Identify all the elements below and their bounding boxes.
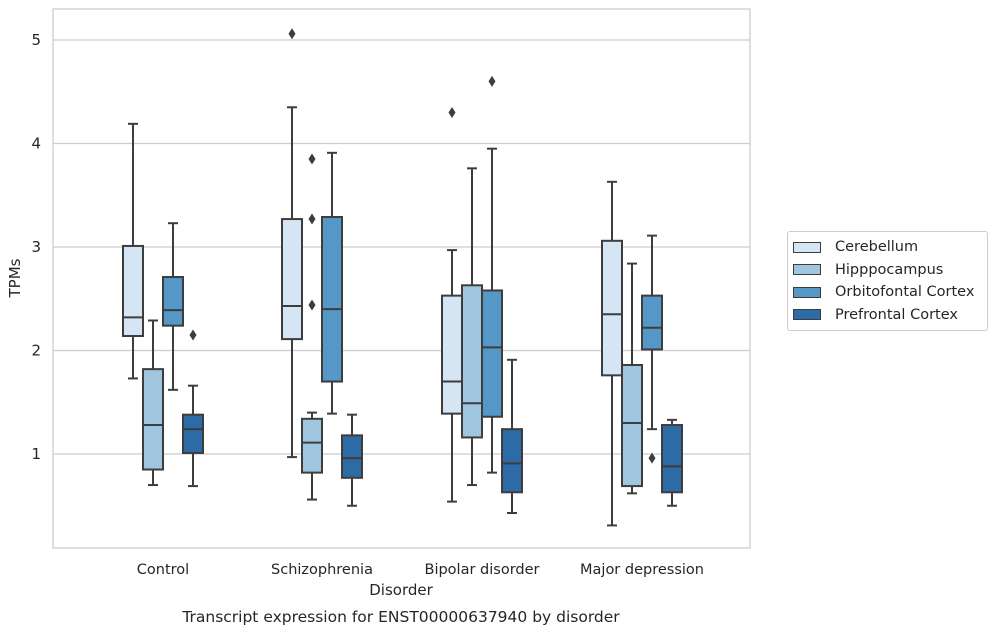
- chart-title: Transcript expression for ENST0000063794…: [181, 608, 620, 626]
- outlier-point: [288, 28, 296, 40]
- box-plot: [501, 358, 523, 514]
- box-plot: [142, 319, 164, 487]
- legend-swatch: [793, 309, 821, 321]
- plot-area-frame: [52, 8, 751, 549]
- box: [481, 289, 503, 418]
- box: [321, 215, 343, 383]
- x-tick-label: Major depression: [580, 562, 704, 578]
- box-plot: [162, 222, 184, 391]
- outlier-point: [308, 213, 316, 225]
- box: [661, 424, 683, 494]
- legend-label: Hipppocampus: [835, 261, 944, 278]
- x-tick-label: Bipolar disorder: [425, 562, 540, 578]
- legend-swatch: [793, 286, 821, 298]
- x-tick-label: Schizophrenia: [271, 562, 373, 578]
- box-plot: [281, 28, 303, 459]
- box: [601, 239, 623, 377]
- box: [301, 417, 323, 474]
- y-tick-label: 4: [31, 135, 41, 153]
- boxes: [122, 28, 683, 527]
- outlier-point: [308, 299, 316, 311]
- legend: Cerebellum Hipppocampus Orbitofontal Corte…: [787, 231, 988, 331]
- box-plot: [341, 413, 363, 507]
- legend-item: Prefrontal Cortex: [788, 304, 987, 327]
- box: [441, 294, 463, 415]
- box: [501, 428, 523, 494]
- y-tick-label: 5: [31, 31, 41, 49]
- x-tick-label: Control: [137, 562, 189, 578]
- box: [461, 284, 483, 439]
- outlier-point: [648, 452, 656, 464]
- legend-label: Prefrontal Cortex: [835, 306, 958, 323]
- box-plot: [601, 180, 623, 527]
- box: [641, 294, 663, 351]
- x-tick-labels: Control Schizophrenia Bipolar disorder Majo…: [137, 562, 704, 578]
- legend-label: Cerebellum: [835, 239, 919, 256]
- x-axis-label: Disorder: [369, 581, 433, 599]
- y-tick-label: 3: [31, 238, 41, 256]
- y-tick-label: 1: [31, 445, 41, 463]
- legend-item: Orbitofontal Cortex: [788, 281, 987, 304]
- box: [621, 363, 643, 488]
- outlier-point: [488, 75, 496, 87]
- legend-swatch: [793, 264, 821, 276]
- outlier-point: [189, 329, 197, 341]
- y-tick-label: 2: [31, 342, 41, 360]
- box-plot: [461, 167, 483, 487]
- y-tick-labels: 1 2 3 4 5: [31, 31, 41, 463]
- box-plot: [661, 418, 683, 507]
- box-plot: [182, 329, 204, 488]
- box-plot: [301, 153, 323, 501]
- y-axis-label: TPMs: [6, 258, 24, 298]
- box: [281, 218, 303, 341]
- box: [182, 413, 204, 454]
- box: [142, 368, 164, 471]
- box-plot: [441, 106, 463, 503]
- box: [162, 276, 184, 327]
- box-plot: [481, 75, 503, 474]
- legend-item: Cerebellum: [788, 236, 987, 259]
- legend-item: Hipppocampus: [788, 259, 987, 282]
- box-plot: [641, 234, 663, 464]
- box: [341, 434, 363, 479]
- box-plot: [321, 151, 343, 415]
- box: [122, 244, 144, 338]
- box-plot: [621, 262, 643, 495]
- box-plot: [122, 122, 144, 380]
- outlier-point: [448, 106, 456, 118]
- outlier-point: [308, 153, 316, 165]
- legend-label: Orbitofontal Cortex: [835, 284, 975, 301]
- legend-swatch: [793, 241, 821, 253]
